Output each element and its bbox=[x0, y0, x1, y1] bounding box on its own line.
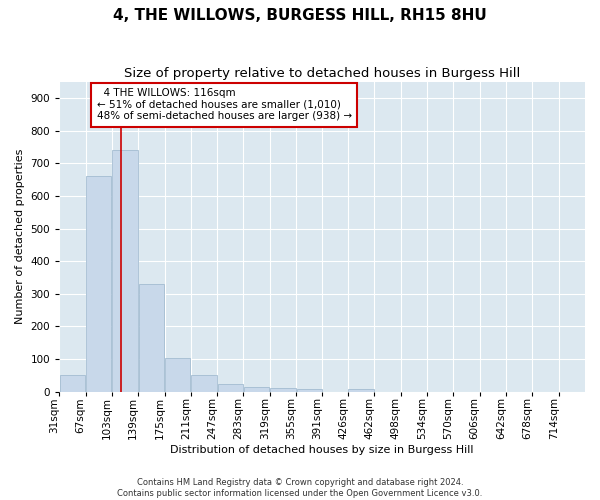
Text: Contains HM Land Registry data © Crown copyright and database right 2024.
Contai: Contains HM Land Registry data © Crown c… bbox=[118, 478, 482, 498]
Text: 4, THE WILLOWS, BURGESS HILL, RH15 8HU: 4, THE WILLOWS, BURGESS HILL, RH15 8HU bbox=[113, 8, 487, 22]
Bar bbox=[191, 375, 217, 392]
Bar bbox=[86, 176, 112, 392]
X-axis label: Distribution of detached houses by size in Burgess Hill: Distribution of detached houses by size … bbox=[170, 445, 474, 455]
Bar bbox=[349, 389, 374, 392]
Text: 4 THE WILLOWS: 116sqm
← 51% of detached houses are smaller (1,010)
48% of semi-d: 4 THE WILLOWS: 116sqm ← 51% of detached … bbox=[97, 88, 352, 122]
Bar bbox=[296, 389, 322, 392]
Bar bbox=[270, 388, 296, 392]
Bar bbox=[139, 284, 164, 392]
Bar bbox=[165, 358, 190, 392]
Title: Size of property relative to detached houses in Burgess Hill: Size of property relative to detached ho… bbox=[124, 68, 520, 80]
Bar bbox=[244, 387, 269, 392]
Bar bbox=[218, 384, 243, 392]
Bar bbox=[112, 150, 138, 392]
Bar bbox=[59, 375, 85, 392]
Y-axis label: Number of detached properties: Number of detached properties bbox=[15, 149, 25, 324]
